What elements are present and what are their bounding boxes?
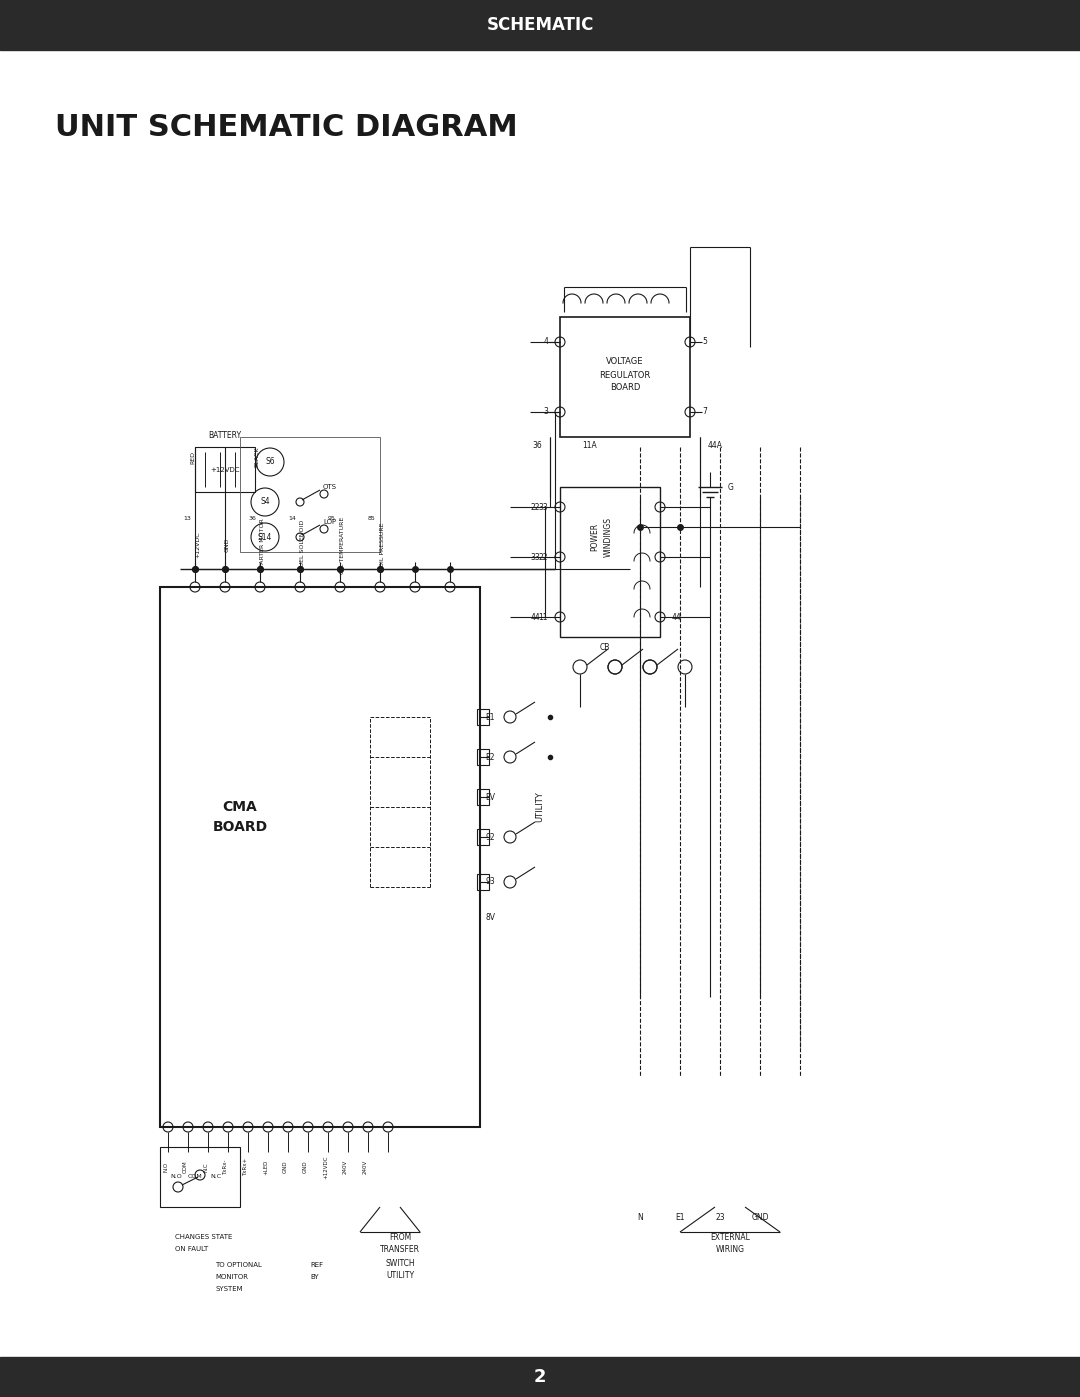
Text: 240V: 240V [343,1160,348,1173]
Text: OIL TEMPERATURE: OIL TEMPERATURE [340,517,345,574]
Text: REF: REF [310,1261,323,1268]
Text: 4: 4 [543,338,548,346]
Text: SYSTEM: SYSTEM [215,1287,243,1292]
Text: N.C: N.C [203,1162,208,1172]
Text: 85: 85 [368,517,376,521]
Text: WINDINGS: WINDINGS [604,517,612,557]
Text: 36: 36 [248,517,256,521]
Text: BLACK: BLACK [255,447,259,467]
Text: S6: S6 [266,457,274,467]
Text: OIL PRESSURE: OIL PRESSURE [380,522,384,567]
Text: COM: COM [188,1175,203,1179]
Bar [477,710,489,725]
Text: S14: S14 [258,532,272,542]
Text: WIRING: WIRING [715,1246,744,1255]
Text: N.O: N.O [163,1162,168,1172]
Text: 95: 95 [328,517,336,521]
Text: BOARD: BOARD [213,820,268,834]
Text: 44A: 44A [708,440,723,450]
Text: BATTERY: BATTERY [208,430,242,440]
Text: E2: E2 [485,753,495,761]
Bar [561,488,660,637]
Text: 3: 3 [543,408,548,416]
Text: VOLTAGE: VOLTAGE [606,358,644,366]
Text: 33: 33 [530,552,540,562]
Text: STARTER MOTOR: STARTER MOTOR [260,518,265,571]
Bar [240,437,380,552]
Bar [477,828,489,845]
Text: TO OPTIONAL: TO OPTIONAL [215,1261,261,1268]
Text: SCHEMATIC: SCHEMATIC [486,15,594,34]
Text: GND: GND [752,1213,769,1221]
Text: 13: 13 [184,517,191,521]
Text: N: N [637,1213,643,1221]
Text: 33: 33 [538,503,548,511]
Text: CB: CB [599,643,610,651]
Text: 92: 92 [485,833,495,841]
Text: 240V: 240V [363,1160,368,1173]
Bar [477,749,489,766]
Text: FUEL SOLENOID: FUEL SOLENOID [300,520,305,570]
Text: 44: 44 [530,612,540,622]
Text: EV: EV [485,792,495,802]
Text: GND: GND [283,1161,288,1173]
Text: 11A: 11A [582,440,597,450]
Text: N.O: N.O [170,1175,181,1179]
Text: ON FAULT: ON FAULT [175,1246,208,1252]
Text: S4: S4 [260,497,270,507]
Bar [561,317,690,437]
Text: OTS: OTS [323,483,337,490]
Text: 7: 7 [702,408,707,416]
Text: BOARD: BOARD [610,384,640,393]
Text: 14: 14 [288,517,296,521]
Text: FROM: FROM [389,1232,411,1242]
Bar [0,1356,1080,1397]
Text: E1: E1 [485,712,495,721]
Text: TRANSFER: TRANSFER [380,1246,420,1255]
Text: UNIT SCHEMATIC DIAGRAM: UNIT SCHEMATIC DIAGRAM [55,113,517,141]
Text: RED: RED [190,450,195,464]
Text: TxRx-: TxRx- [222,1160,228,1175]
Text: 11: 11 [539,612,548,622]
Text: POWER: POWER [591,522,599,550]
Text: 23: 23 [715,1213,725,1221]
Text: SWITCH: SWITCH [386,1259,415,1267]
Text: COM: COM [183,1161,188,1173]
Text: +LED: +LED [264,1160,268,1175]
Bar [195,447,255,492]
Text: G: G [728,482,734,492]
Text: TxRx+: TxRx+ [243,1158,248,1176]
Bar [160,587,480,1127]
Text: LOP: LOP [323,520,337,525]
Bar [477,875,489,890]
Bar [477,789,489,805]
Bar [160,1147,240,1207]
Text: N.C: N.C [210,1175,221,1179]
Text: 5: 5 [702,338,707,346]
Text: GND: GND [225,538,230,552]
Text: REGULATOR: REGULATOR [599,370,650,380]
Text: 22: 22 [530,503,540,511]
Text: GND: GND [303,1161,308,1173]
Text: 93: 93 [485,877,495,887]
Text: E1: E1 [675,1213,685,1221]
Text: MONITOR: MONITOR [215,1274,248,1280]
Text: 36: 36 [532,440,542,450]
Text: CHANGES STATE: CHANGES STATE [175,1234,232,1241]
Text: CMA: CMA [222,800,257,814]
Text: +12VDC: +12VDC [323,1155,328,1179]
Text: 8V: 8V [485,912,495,922]
Text: 44: 44 [672,612,681,622]
Bar [0,0,1080,50]
Text: +12VDC: +12VDC [195,532,200,559]
Text: EXTERNAL: EXTERNAL [710,1232,750,1242]
Text: UTILITY: UTILITY [386,1271,414,1281]
Text: 2: 2 [534,1368,546,1386]
Text: BY: BY [310,1274,319,1280]
Text: +12VDC: +12VDC [211,467,240,474]
Text: UTILITY: UTILITY [536,792,544,823]
Text: 22: 22 [539,552,548,562]
